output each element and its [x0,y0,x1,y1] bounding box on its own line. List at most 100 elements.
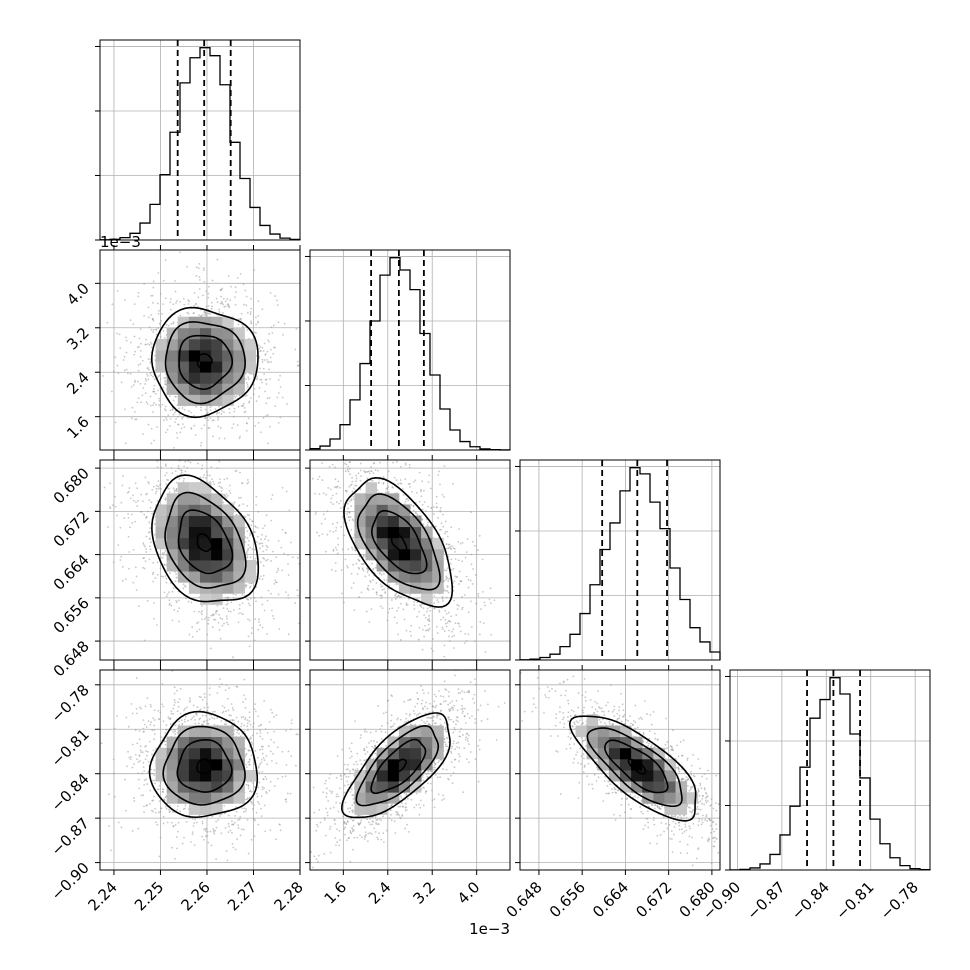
point [276,304,279,306]
point [156,466,159,469]
point [236,838,238,841]
point [211,815,214,818]
point [348,519,351,522]
point [238,603,241,606]
point [167,324,170,327]
contour-1-0-0 [196,353,213,370]
point [421,518,424,521]
point [351,425,353,427]
point [263,609,266,612]
point [106,321,109,324]
point [254,424,257,427]
point [263,342,266,345]
point [174,456,176,458]
point [187,600,190,603]
point [469,600,472,603]
point [442,616,445,619]
point [337,644,339,646]
point [179,251,182,254]
point [409,630,412,633]
point [334,466,337,469]
point [351,476,353,479]
point [442,525,445,528]
density-cell [177,560,190,572]
point [260,381,263,384]
point [260,761,263,764]
point [403,618,406,621]
point [187,312,190,315]
point [331,523,334,525]
point [340,499,342,502]
point [169,301,172,304]
point [307,323,309,325]
point [222,303,224,306]
point [327,487,330,489]
hist-panel-2 [515,459,721,661]
point [116,290,119,292]
density-cell [376,548,389,561]
point [164,474,167,477]
point [249,597,252,600]
point [259,763,261,765]
point [227,610,230,613]
point [433,513,435,515]
point [346,502,349,505]
point [260,350,262,352]
point [158,718,161,721]
point [140,342,142,345]
density-cell [200,482,212,494]
point [95,544,97,546]
point [114,495,117,498]
point [279,374,282,377]
point [371,562,374,565]
point [382,475,385,478]
density-cell [233,350,245,362]
density-cell [188,537,201,550]
point [441,595,444,598]
density-cell [166,361,179,373]
point [382,572,385,575]
point [168,487,171,490]
point [259,729,262,732]
point [216,301,219,304]
point [436,506,438,509]
point [355,562,358,565]
point [330,448,332,450]
density-cell [200,515,212,528]
point [175,599,178,602]
point [124,408,126,411]
point [133,335,136,338]
point [463,642,466,644]
point [234,296,236,299]
density-cell [432,537,444,550]
point [172,303,175,306]
point [165,483,168,486]
point [223,470,225,472]
density-cell [233,582,245,594]
point [150,314,153,316]
point [186,469,188,471]
density-cell [222,582,234,594]
point [259,367,261,370]
point [344,455,346,457]
hist-panel-0 [95,39,301,241]
point [392,457,394,459]
point [454,558,457,560]
point [174,724,177,727]
point [287,597,290,599]
point [114,356,117,359]
density-cell [200,361,212,373]
point [249,800,252,803]
point [147,375,149,377]
point [158,399,161,402]
point [403,503,406,505]
point [327,424,329,426]
point [168,591,170,594]
point [326,510,329,513]
point [226,602,229,605]
point [204,456,206,458]
point [322,513,325,516]
point [109,482,112,485]
point [281,569,284,572]
point [175,836,178,838]
